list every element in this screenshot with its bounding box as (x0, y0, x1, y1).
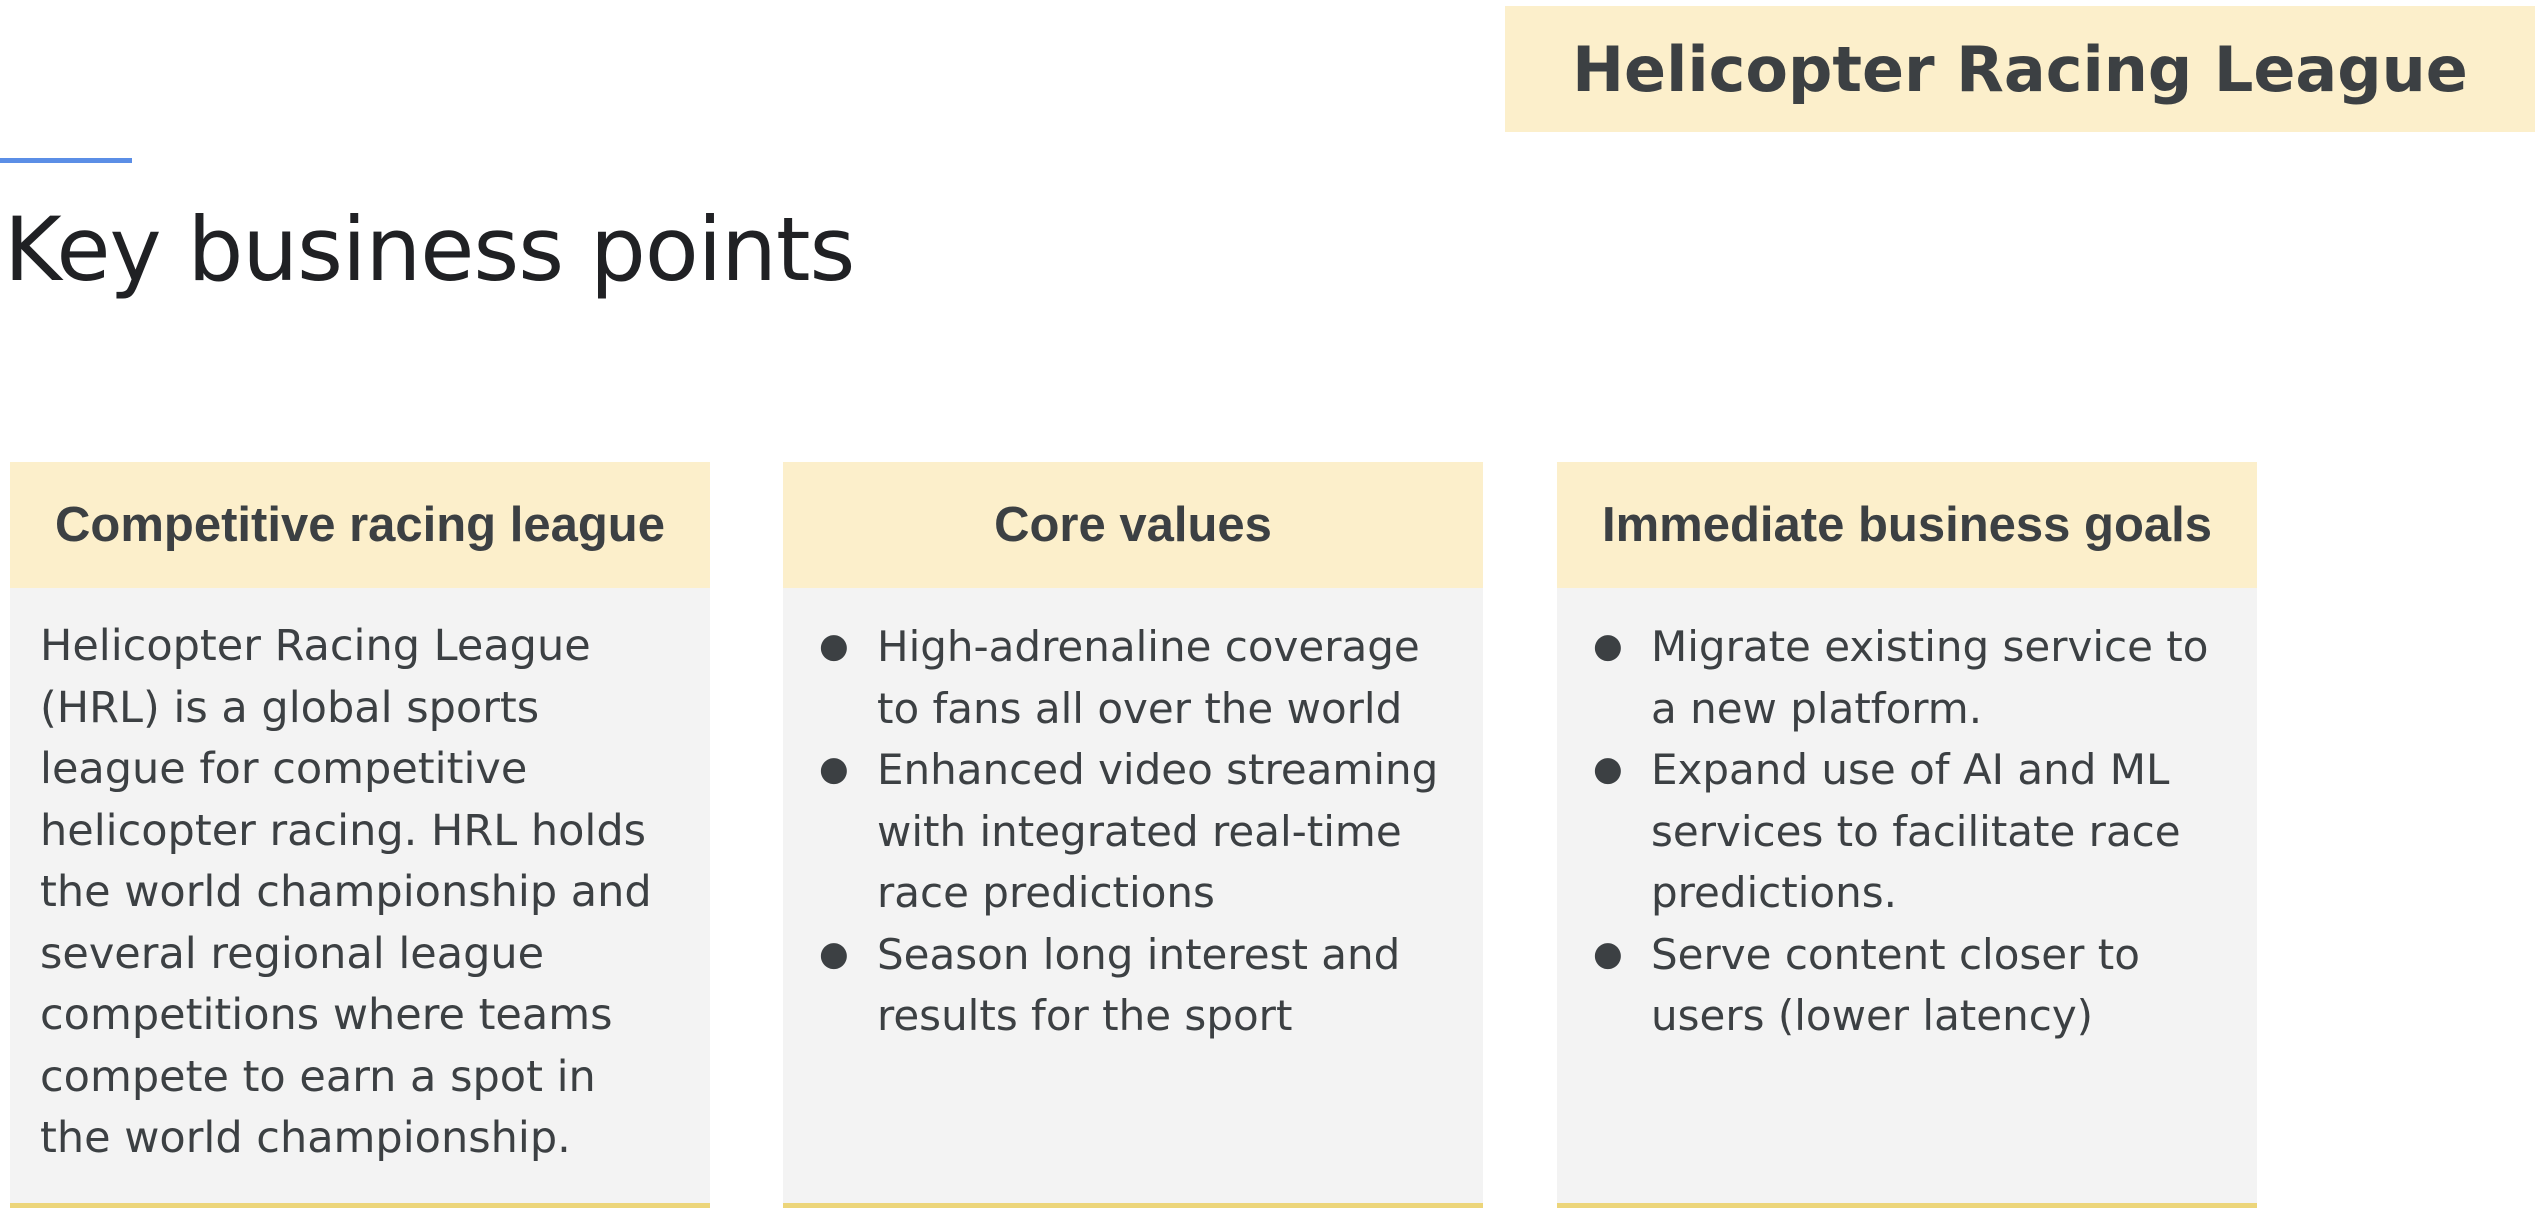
league-name: Helicopter Racing League (1572, 32, 2468, 106)
card-title: Immediate business goals (1602, 498, 2212, 552)
list-item: ● Migrate existing service to a new plat… (1587, 616, 2227, 739)
list-item-text: Serve content closer to users (lower lat… (1651, 929, 2140, 1041)
business-goals-list: ● Migrate existing service to a new plat… (1587, 616, 2227, 1047)
card-description: Helicopter Racing League (HRL) is a glob… (40, 621, 652, 1163)
list-item-text: Migrate existing service to a new platfo… (1651, 622, 2209, 733)
card-title: Core values (994, 498, 1272, 552)
list-item-text: Expand use of AI and ML services to faci… (1651, 745, 2181, 917)
list-item-text: Season long interest and results for the… (877, 929, 1401, 1041)
card-body: Helicopter Racing League (HRL) is a glob… (10, 588, 710, 1170)
card-immediate-business-goals: Immediate business goals ● Migrate exist… (1557, 462, 2257, 1208)
core-values-list: ● High-adrenaline coverage to fans all o… (813, 616, 1453, 1047)
card-header: Competitive racing league (10, 462, 710, 588)
list-item: ● Enhanced video streaming with integrat… (813, 739, 1453, 924)
list-item-text: High-adrenaline coverage to fans all ove… (877, 622, 1420, 733)
list-item: ● High-adrenaline coverage to fans all o… (813, 616, 1453, 739)
card-body: ● Migrate existing service to a new plat… (1557, 588, 2257, 1047)
bullet-icon: ● (1593, 626, 1623, 666)
league-name-tag: Helicopter Racing League (1505, 6, 2535, 132)
title-accent-line (0, 158, 132, 163)
card-core-values: Core values ● High-adrenaline coverage t… (783, 462, 1483, 1208)
page-title: Key business points (4, 198, 855, 301)
list-item: ● Serve content closer to users (lower l… (1587, 924, 2227, 1047)
card-header: Immediate business goals (1557, 462, 2257, 588)
bullet-icon: ● (819, 933, 849, 974)
list-item-text: Enhanced video streaming with integrated… (877, 745, 1439, 917)
list-item: ● Season long interest and results for t… (813, 924, 1453, 1047)
list-item: ● Expand use of AI and ML services to fa… (1587, 739, 2227, 924)
bullet-icon: ● (819, 749, 849, 789)
card-title: Competitive racing league (55, 498, 665, 552)
bullet-icon: ● (819, 626, 849, 666)
card-competitive-racing-league: Competitive racing league Helicopter Rac… (10, 462, 710, 1208)
card-body: ● High-adrenaline coverage to fans all o… (783, 588, 1483, 1047)
bullet-icon: ● (1593, 749, 1623, 789)
bullet-icon: ● (1593, 933, 1623, 974)
card-header: Core values (783, 462, 1483, 588)
